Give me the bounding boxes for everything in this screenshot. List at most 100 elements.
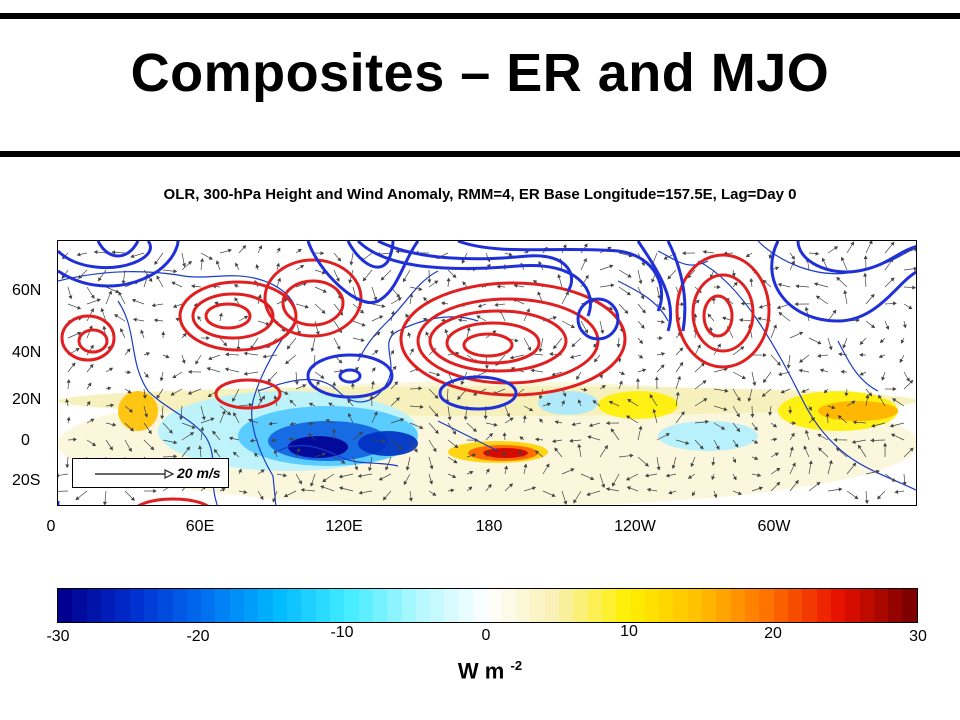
wind-vector-head — [476, 315, 481, 320]
wind-vector-head — [638, 354, 644, 359]
wind-vector-head — [799, 358, 804, 363]
wind-vector-head — [776, 481, 781, 486]
wind-vector-head — [773, 324, 777, 329]
wind-vector-head — [870, 438, 875, 443]
wind-vector-head — [772, 423, 778, 428]
wind-vector-head — [842, 344, 847, 349]
wind-vector-head — [477, 303, 482, 308]
wind-vector-head — [243, 490, 248, 494]
wind-vector-head — [453, 459, 458, 464]
wind-vector-head — [810, 417, 816, 422]
colorbar-cell — [745, 589, 760, 622]
wind-vector-head — [460, 380, 465, 385]
wind-vector-head — [380, 276, 385, 281]
lon-label-120e: 120E — [325, 518, 363, 535]
wind-vector-head — [776, 361, 781, 366]
wind-vector-head — [775, 266, 780, 271]
wind-vector-head — [108, 367, 114, 372]
olr-anomaly-patch — [538, 391, 598, 415]
wind-vector-head — [817, 353, 822, 358]
wind-vector-head — [315, 331, 320, 336]
wind-vector-head — [235, 262, 239, 267]
colorbar-cell — [687, 589, 703, 622]
wind-vector-head — [373, 411, 378, 416]
wind-vector-head — [468, 486, 473, 491]
wind-vector-head — [753, 426, 758, 431]
wind-vector-head — [66, 416, 71, 421]
figure-subtitle: OLR, 300-hPa Height and Wind Anomaly, RM… — [163, 186, 797, 203]
wind-vector-head — [571, 422, 576, 427]
wind-vector-head — [773, 437, 778, 442]
wind-vector — [58, 473, 69, 476]
wind-vector-head — [638, 425, 643, 430]
wind-vector-head — [322, 289, 327, 293]
wind-vector-head — [78, 274, 83, 279]
wind-vector-head — [508, 252, 513, 257]
wind-vector-head — [76, 252, 81, 257]
wind-vector-head — [563, 500, 568, 505]
wind-vector-head — [367, 467, 372, 472]
wind-vector-head — [699, 445, 704, 450]
wind-vector-head — [341, 459, 346, 464]
wind-vector-head — [620, 371, 626, 376]
wind-vector-head — [863, 272, 868, 277]
wind-vector-head — [703, 398, 708, 402]
wind-vector-head — [538, 395, 543, 400]
wind-vector-head — [212, 430, 217, 435]
wind-vector-head — [173, 269, 178, 274]
wind-vector-head — [791, 260, 795, 265]
wind-vector-head — [297, 248, 302, 253]
wind-vector-head — [906, 377, 910, 382]
wind-vector-head — [692, 492, 696, 497]
lat-label-20n: 20N — [12, 391, 42, 408]
wind-vector-head — [289, 421, 294, 426]
wind-vector-head — [570, 468, 575, 472]
wind-vector-head — [627, 273, 632, 278]
wind-vector-head — [667, 275, 672, 280]
coastlines — [58, 241, 916, 505]
wind-vector-head — [641, 309, 646, 314]
wind-vector-head — [390, 310, 395, 315]
wind-vector-head — [156, 394, 161, 399]
wind-vector-head — [338, 486, 344, 491]
wind-vector-head — [736, 397, 741, 402]
wind-vector-head — [172, 374, 177, 379]
wind-vector-head — [858, 444, 862, 449]
colorbar-cell — [702, 589, 717, 622]
wind-vector-head — [791, 255, 795, 260]
wind-vector-head — [519, 436, 524, 441]
wind-vector-head — [115, 289, 120, 294]
wind-vector-head — [722, 316, 727, 321]
colorbar-cell — [100, 589, 116, 622]
wind-vector-head — [523, 463, 528, 468]
wind-vector-head — [663, 256, 668, 260]
wind-vector-head — [892, 386, 897, 392]
wind-vector-head — [232, 451, 237, 456]
colorbar-cell — [329, 589, 345, 622]
wind-vector-head — [121, 280, 126, 285]
wind-vector-head — [429, 480, 433, 485]
wind-vector-head — [863, 255, 868, 260]
wind-vector-head — [182, 332, 187, 338]
wind-vector-head — [780, 389, 785, 394]
wind-vector-head — [111, 250, 116, 255]
wind-vector-head — [870, 293, 875, 299]
wind-vector-head — [741, 375, 746, 380]
wind-vector-head — [302, 384, 307, 388]
wind-vector-head — [321, 270, 326, 275]
wind-vector-head — [277, 277, 282, 282]
wind-vector-head — [913, 266, 916, 271]
colorbar-cell — [501, 589, 516, 622]
wind-vector-head — [890, 277, 895, 282]
colorbar-cell — [730, 589, 745, 622]
wind-vector-head — [208, 256, 213, 260]
wind-vector-head — [315, 380, 320, 385]
wind-vector-head — [875, 469, 880, 474]
wind-vector-head — [801, 389, 806, 393]
wind-vector-head — [221, 488, 226, 492]
colorbar-cell — [344, 589, 359, 622]
wind-vector-head — [354, 466, 359, 471]
wind-vector-head — [253, 452, 258, 457]
wind-vector-head — [881, 376, 886, 381]
wind-vector-head — [88, 325, 93, 330]
